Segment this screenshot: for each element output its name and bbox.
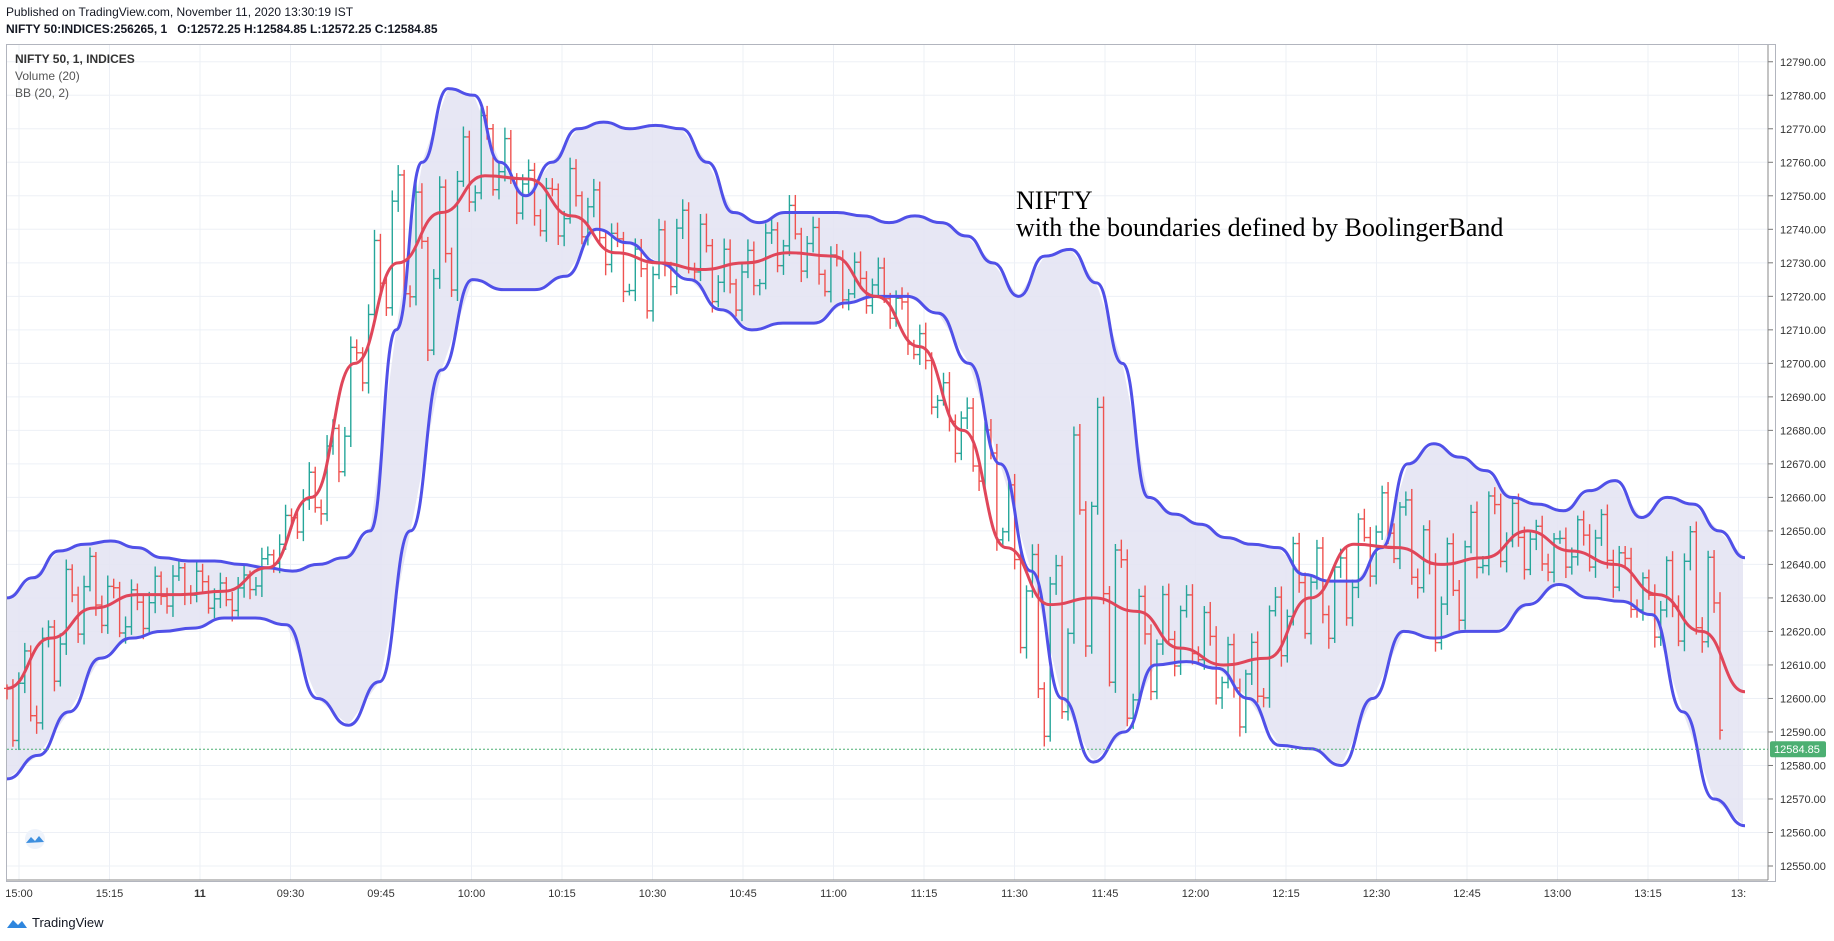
- open-value: 12572.25: [190, 22, 241, 36]
- high-label: H:: [243, 22, 257, 36]
- x-tick-label: 10:45: [729, 888, 757, 900]
- bollinger-lower-line: [6, 227, 1746, 828]
- x-tick-label: 13:00: [1544, 888, 1572, 900]
- y-tick-label: 12700.00: [1780, 358, 1826, 370]
- open-label: O:: [177, 22, 191, 36]
- y-tick-label: 12760.00: [1780, 157, 1826, 169]
- y-tick-label: 12550.00: [1780, 861, 1826, 873]
- y-tick-label: 12570.00: [1780, 794, 1826, 806]
- x-tick-label: 11:30: [1001, 888, 1028, 900]
- x-tick-label: 15:00: [5, 888, 33, 900]
- close-label: C:: [374, 22, 388, 36]
- y-tick-label: 12660.00: [1780, 492, 1826, 504]
- x-tick-label: 10:15: [548, 888, 576, 900]
- y-tick-label: 12710.00: [1780, 325, 1826, 337]
- low-label: L:: [310, 22, 322, 36]
- y-tick-label: 12610.00: [1780, 660, 1826, 672]
- tradingview-logo-icon[interactable]: [20, 828, 50, 850]
- x-tick-label: 09:30: [277, 888, 305, 900]
- x-tick-label: 12:00: [1182, 888, 1210, 900]
- x-tick-label: 13:: [1731, 888, 1746, 900]
- legend-bollinger[interactable]: BB (20, 2): [15, 86, 70, 100]
- y-tick-label: 12620.00: [1780, 626, 1826, 638]
- x-tick-label: 12:15: [1272, 888, 1300, 900]
- y-tick-label: 12640.00: [1780, 559, 1826, 571]
- y-tick-label: 12600.00: [1780, 693, 1826, 705]
- symbol-ohlc-line: NIFTY 50:INDICES:256265, 1 O:12572.25 H:…: [6, 22, 438, 36]
- bollinger-fill: [7, 89, 1743, 825]
- y-tick-label: 12730.00: [1780, 258, 1826, 270]
- bollinger-upper-line: [6, 87, 1746, 600]
- y-tick-label: 12720.00: [1780, 291, 1826, 303]
- x-tick-label: 11: [194, 888, 206, 900]
- x-tick-label: 13:15: [1634, 888, 1662, 900]
- y-tick-label: 12560.00: [1780, 827, 1826, 839]
- y-tick-label: 12630.00: [1780, 593, 1826, 605]
- x-tick-label: 11:45: [1092, 888, 1119, 900]
- x-tick-label: 11:15: [911, 888, 938, 900]
- y-tick-label: 12580.00: [1780, 760, 1826, 772]
- high-value: 12584.85: [256, 22, 307, 36]
- y-tick-label: 12670.00: [1780, 459, 1826, 471]
- y-tick-label: 12740.00: [1780, 224, 1826, 236]
- close-value: 12584.85: [387, 22, 438, 36]
- bollinger-basis-line: [6, 174, 1746, 694]
- x-tick-label: 15:15: [96, 888, 124, 900]
- footer-brand-label: TradingView: [32, 915, 104, 930]
- x-tick-label: 12:30: [1363, 888, 1391, 900]
- y-tick-label: 12790.00: [1780, 57, 1826, 69]
- symbol-label: NIFTY 50:INDICES:256265, 1: [6, 22, 168, 36]
- chart-frame: [6, 44, 1776, 882]
- y-tick-label: 12590.00: [1780, 727, 1826, 739]
- y-tick-label: 12680.00: [1780, 425, 1826, 437]
- y-tick-label: 12690.00: [1780, 392, 1826, 404]
- published-caption: Published on TradingView.com, November 1…: [6, 5, 354, 19]
- y-tick-label: 12650.00: [1780, 526, 1826, 538]
- last-price-label: 12584.85: [1774, 744, 1820, 756]
- y-tick-label: 12780.00: [1780, 90, 1826, 102]
- annotation-title: NIFTY: [1016, 186, 1093, 215]
- legend-symbol[interactable]: NIFTY 50, 1, INDICES: [15, 52, 135, 66]
- tradingview-cloud-icon: [7, 919, 27, 928]
- last-price-tag: [1770, 741, 1826, 758]
- annotation-subtitle: with the boundaries defined by Boolinger…: [1016, 213, 1504, 242]
- y-tick-label: 12770.00: [1780, 124, 1826, 136]
- low-value: 12572.25: [321, 22, 372, 36]
- x-tick-label: 10:30: [639, 888, 667, 900]
- x-tick-label: 09:45: [367, 888, 395, 900]
- legend-volume[interactable]: Volume (20): [15, 69, 80, 83]
- x-tick-label: 11:00: [820, 888, 847, 900]
- x-tick-label: 10:00: [458, 888, 486, 900]
- x-tick-label: 12:45: [1453, 888, 1481, 900]
- y-tick-label: 12750.00: [1780, 191, 1826, 203]
- footer-brand[interactable]: TradingView: [6, 915, 104, 930]
